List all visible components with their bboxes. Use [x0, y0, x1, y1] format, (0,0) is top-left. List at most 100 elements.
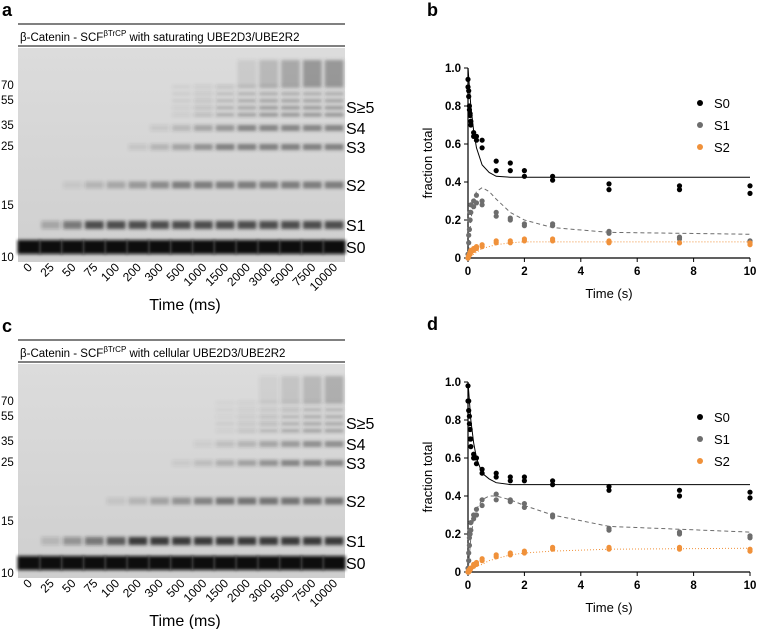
gel-smear	[259, 60, 279, 86]
gel-title-rest: with saturating UBE2D3/UBE2R2	[126, 32, 299, 44]
legend-marker	[697, 458, 703, 464]
gel-band	[259, 221, 279, 229]
marker-label: 70	[1, 80, 14, 92]
gel-band	[281, 144, 300, 150]
lane-label: 2000	[224, 260, 253, 289]
gel-band	[324, 85, 344, 89]
data-point	[493, 158, 499, 164]
data-point	[468, 527, 474, 533]
gel-band	[215, 125, 235, 131]
data-point	[676, 183, 683, 189]
data-point	[493, 470, 499, 476]
fit-curve	[467, 67, 750, 178]
band-label: S0	[346, 556, 366, 573]
band-label: S1	[346, 534, 366, 551]
gel-band	[215, 221, 235, 229]
gel-band	[281, 537, 300, 545]
data-point	[550, 173, 556, 179]
gel-title: β-Catenin - SCFβTrCP with cellular UBE2D…	[20, 345, 285, 360]
gel-band	[215, 441, 235, 447]
data-point	[676, 487, 683, 493]
gel-band	[104, 556, 128, 570]
gel-band	[237, 221, 257, 229]
gel-band	[281, 106, 300, 110]
gel-band	[324, 221, 344, 229]
marker-label: 15	[1, 516, 14, 528]
gel-band	[106, 497, 126, 505]
marker-label: 10	[1, 568, 14, 580]
data-point	[479, 497, 485, 503]
marker-label: 35	[1, 436, 14, 448]
gel-band	[281, 497, 300, 505]
gel-band	[237, 422, 257, 426]
data-point	[606, 181, 612, 187]
gel-lane	[170, 85, 193, 254]
gel-smear	[324, 376, 344, 402]
gel-smear	[281, 60, 300, 86]
data-point	[479, 198, 485, 204]
gel-band	[324, 99, 344, 103]
gel-band	[193, 125, 213, 131]
x-tick-label: 2	[521, 580, 527, 592]
data-point	[550, 482, 556, 488]
gel-lane	[279, 60, 302, 254]
gel-band	[324, 415, 344, 419]
gel-band	[257, 556, 281, 570]
data-point	[521, 550, 528, 556]
gel-band	[128, 181, 148, 189]
gel-band	[63, 181, 82, 189]
gel-band	[281, 401, 300, 405]
gel-band	[172, 181, 191, 189]
y-axis-label: fraction total	[420, 441, 435, 512]
gel-band	[84, 181, 104, 189]
gel-band	[237, 429, 257, 433]
gel-band	[281, 85, 300, 89]
gel-lane	[257, 60, 281, 254]
lane-label: 100	[98, 260, 122, 284]
gel-band	[324, 422, 344, 426]
gel-lane	[191, 85, 215, 254]
y-tick-label: 0.8	[445, 415, 462, 427]
gel-band	[128, 144, 148, 150]
data-point	[466, 103, 473, 109]
gel-band	[237, 415, 257, 419]
marker-label: 55	[1, 95, 14, 107]
data-point	[521, 478, 528, 484]
gel-band	[193, 92, 213, 96]
data-point	[467, 217, 473, 223]
band-label: S≥5	[346, 100, 374, 117]
gel-band	[193, 85, 213, 89]
y-tick-label: 1.0	[445, 377, 461, 389]
panel-label: d	[427, 314, 438, 334]
gel-band	[259, 497, 279, 505]
gel-title-rest: with cellular UBE2D3/UBE2R2	[126, 348, 285, 360]
data-point	[521, 501, 528, 507]
gel-band	[302, 106, 322, 110]
lane-label: 5000	[268, 260, 297, 289]
lane-label: 300	[142, 576, 166, 600]
marker-label: 55	[1, 411, 14, 423]
gel-band	[302, 113, 322, 117]
band-label: S4	[346, 437, 366, 454]
gel-band	[172, 221, 191, 229]
data-point	[471, 451, 477, 457]
gel-band	[84, 537, 104, 545]
gel-band	[279, 556, 302, 570]
gel-band	[237, 106, 257, 110]
data-point	[473, 506, 480, 512]
gel-band	[215, 99, 235, 103]
gel-band	[322, 240, 346, 254]
gel-lane	[322, 376, 346, 570]
gel-band	[215, 144, 235, 150]
gel-band	[193, 106, 213, 110]
band-label: S≥5	[346, 416, 374, 433]
gel-lane	[235, 60, 259, 254]
band-label: S2	[346, 494, 366, 511]
gel-lane	[213, 85, 237, 254]
data-point	[468, 118, 474, 124]
gel-band	[259, 429, 279, 433]
data-point	[466, 558, 472, 564]
data-point	[479, 145, 485, 151]
lane-label: 1000	[181, 260, 210, 289]
data-point	[676, 240, 683, 246]
